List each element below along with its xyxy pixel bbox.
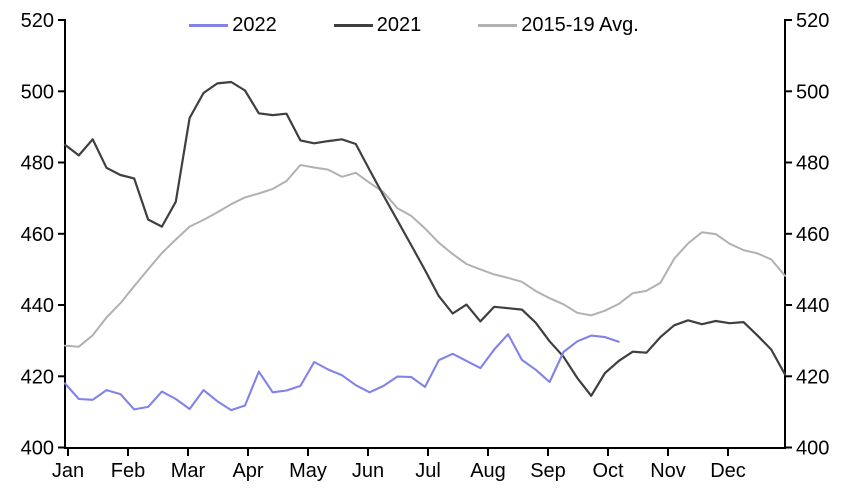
x-tick-label: Aug bbox=[470, 460, 506, 482]
x-tick-label: Mar bbox=[171, 460, 206, 482]
series-line-2021 bbox=[63, 80, 787, 397]
y-tick-label-right: 520 bbox=[796, 10, 829, 32]
y-tick-label-right: 460 bbox=[796, 224, 829, 246]
y-tick-label-left: 460 bbox=[21, 224, 54, 246]
y-tick-label-left: 480 bbox=[21, 153, 54, 175]
x-tick-label: Jul bbox=[415, 460, 441, 482]
x-tick-label: May bbox=[289, 460, 327, 482]
y-tick-label-left: 400 bbox=[21, 438, 54, 460]
y-tick-label-left: 420 bbox=[21, 366, 54, 388]
x-tick-label: Apr bbox=[232, 460, 263, 482]
y-tick-label-right: 400 bbox=[796, 438, 829, 460]
x-tick-label: Jun bbox=[352, 460, 384, 482]
x-tick-label: Dec bbox=[710, 460, 746, 482]
x-tick-label: Oct bbox=[592, 460, 624, 482]
y-tick-label-left: 500 bbox=[21, 81, 54, 103]
y-tick-label-left: 520 bbox=[21, 10, 54, 32]
y-tick-label-right: 500 bbox=[796, 81, 829, 103]
y-tick-label-left: 440 bbox=[21, 295, 54, 317]
x-tick-label: Nov bbox=[650, 460, 686, 482]
x-tick-label: Feb bbox=[111, 460, 145, 482]
y-tick-label-right: 480 bbox=[796, 153, 829, 175]
y-tick-label-right: 420 bbox=[796, 366, 829, 388]
x-tick-label: Sep bbox=[530, 460, 566, 482]
x-tick-label: Jan bbox=[52, 460, 84, 482]
y-tick-label-right: 440 bbox=[796, 295, 829, 317]
series-line-2022 bbox=[63, 333, 620, 412]
series-line-2015-19-avg- bbox=[64, 164, 786, 348]
